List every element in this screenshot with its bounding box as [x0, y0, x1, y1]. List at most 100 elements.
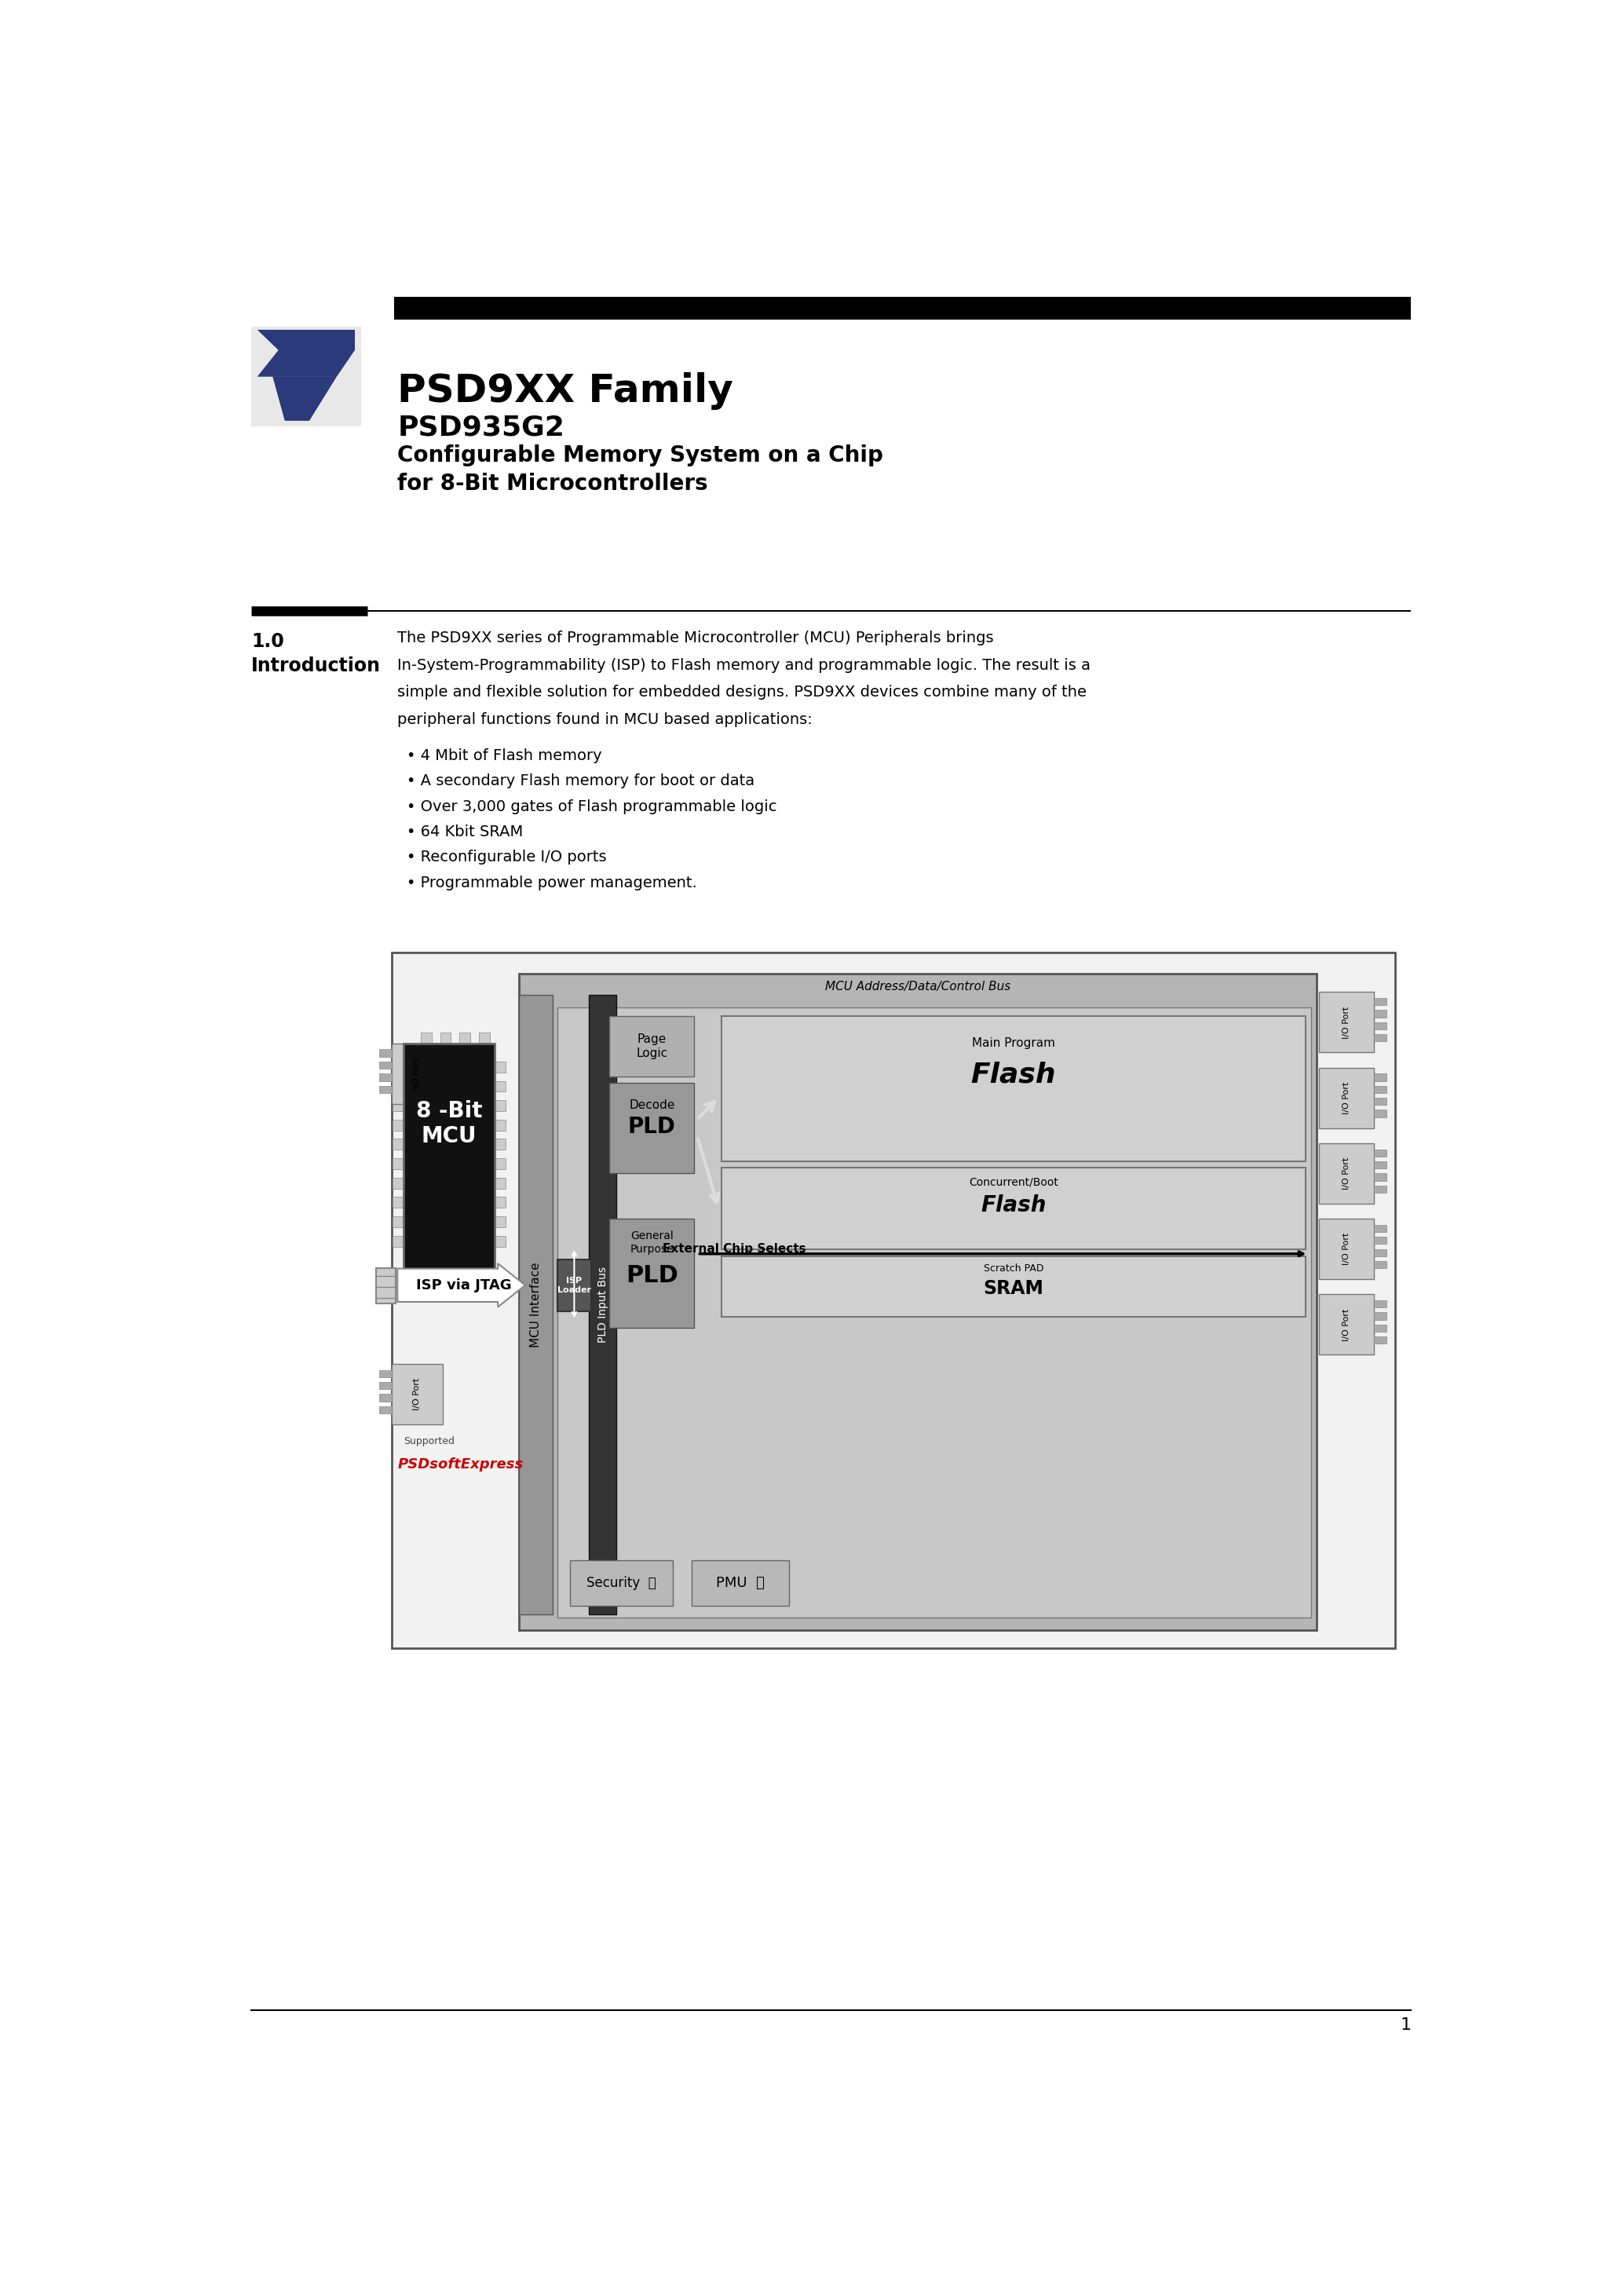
Text: • 4 Mbit of Flash memory: • 4 Mbit of Flash memory [407, 748, 602, 762]
Text: ISP via JTAG: ISP via JTAG [415, 1279, 511, 1293]
Bar [1374, 1300, 1387, 1309]
Bar [393, 1100, 404, 1111]
Text: Page
Logic: Page Logic [636, 1033, 668, 1058]
Bar [1374, 1224, 1387, 1233]
Text: 1: 1 [1400, 2018, 1411, 2034]
Bar [1374, 1261, 1387, 1267]
Bar [569, 1561, 673, 1605]
Bar [380, 1394, 391, 1401]
Bar [1374, 1033, 1387, 1042]
Text: I/O Port: I/O Port [414, 1058, 420, 1091]
Bar [420, 1274, 431, 1283]
Bar [380, 1086, 391, 1093]
Text: PLD: PLD [628, 1116, 676, 1139]
Bar [610, 1084, 694, 1173]
Bar [391, 1364, 443, 1424]
Bar [722, 1166, 1306, 1249]
Bar [1374, 1173, 1387, 1180]
Bar [495, 1157, 506, 1169]
Polygon shape [258, 331, 355, 349]
Bar [1374, 1249, 1387, 1256]
Bar [610, 1219, 694, 1327]
Text: General
Purpose: General Purpose [629, 1231, 673, 1254]
Bar [519, 994, 553, 1614]
Text: Configurable Memory System on a Chip: Configurable Memory System on a Chip [397, 445, 884, 466]
Text: simple and flexible solution for embedded designs. PSD9XX devices combine many o: simple and flexible solution for embedde… [397, 684, 1087, 700]
Text: Introduction: Introduction [251, 657, 381, 675]
Bar [519, 974, 1315, 1630]
Bar [376, 1267, 396, 1304]
Bar [440, 1033, 451, 1042]
Text: PMU  📦: PMU 📦 [715, 1575, 764, 1591]
Bar [380, 1382, 391, 1389]
Text: Concurrent/Boot: Concurrent/Boot [968, 1176, 1058, 1187]
Bar [393, 1061, 404, 1072]
Polygon shape [272, 377, 337, 420]
Text: PSD935G2: PSD935G2 [397, 416, 564, 441]
Text: Supported: Supported [404, 1437, 454, 1446]
Bar [380, 1075, 391, 1081]
Text: I/O Port: I/O Port [1343, 1157, 1351, 1189]
FancyArrow shape [397, 1263, 526, 1306]
Bar [495, 1217, 506, 1226]
Bar [495, 1120, 506, 1130]
Text: I/O Port: I/O Port [414, 1378, 420, 1410]
Bar [1374, 1325, 1387, 1332]
Text: SRAM: SRAM [983, 1279, 1043, 1297]
Text: PLD: PLD [626, 1265, 678, 1286]
Bar [478, 1274, 490, 1283]
Polygon shape [258, 349, 355, 377]
Bar [495, 1139, 506, 1150]
Bar [393, 1120, 404, 1130]
Text: • Reconfigurable I/O ports: • Reconfigurable I/O ports [407, 850, 607, 866]
Bar [404, 1042, 495, 1274]
Bar [459, 1274, 470, 1283]
Text: I/O Port: I/O Port [1343, 1309, 1351, 1341]
Bar [393, 1157, 404, 1169]
Bar [1374, 1162, 1387, 1169]
Text: MCU Address/Data/Control Bus: MCU Address/Data/Control Bus [826, 980, 1011, 992]
Text: I/O Port: I/O Port [1343, 1233, 1351, 1265]
Text: Flash: Flash [972, 1061, 1056, 1088]
Text: • Programmable power management.: • Programmable power management. [407, 875, 697, 891]
Text: I/O Port: I/O Port [1343, 1006, 1351, 1038]
Bar [393, 1196, 404, 1208]
Bar [495, 1081, 506, 1093]
Bar [393, 1235, 404, 1247]
Text: PSD9XX Family: PSD9XX Family [397, 372, 733, 411]
Bar [420, 1033, 431, 1042]
Bar [495, 1061, 506, 1072]
Text: ISP
Loader: ISP Loader [558, 1277, 590, 1295]
Bar [394, 296, 1411, 319]
Bar [558, 1261, 590, 1311]
Bar [440, 1274, 451, 1283]
Text: Flash: Flash [981, 1194, 1046, 1217]
Text: I/O Port: I/O Port [1343, 1081, 1351, 1114]
Bar [1374, 999, 1387, 1006]
Bar [1374, 1086, 1387, 1093]
Bar [1374, 1313, 1387, 1320]
Bar [610, 1017, 694, 1077]
Bar [1374, 1185, 1387, 1192]
Text: peripheral functions found in MCU based applications:: peripheral functions found in MCU based … [397, 712, 813, 728]
Bar [393, 1217, 404, 1226]
Bar [495, 1178, 506, 1189]
Bar [1374, 1022, 1387, 1029]
Text: 8 -Bit
MCU: 8 -Bit MCU [415, 1100, 482, 1148]
Bar [1374, 1336, 1387, 1343]
Bar [1319, 1068, 1374, 1127]
Bar [391, 953, 1395, 1649]
Bar [495, 1235, 506, 1247]
Text: MCU Interface: MCU Interface [530, 1263, 542, 1348]
Bar [495, 1196, 506, 1208]
Text: • 64 Kbit SRAM: • 64 Kbit SRAM [407, 824, 522, 840]
Bar [722, 1256, 1306, 1316]
Bar [391, 1042, 443, 1104]
Bar [1374, 1150, 1387, 1157]
Bar [1374, 1097, 1387, 1104]
Text: for 8-Bit Microcontrollers: for 8-Bit Microcontrollers [397, 473, 709, 494]
Bar [1319, 1143, 1374, 1203]
Bar [1374, 1238, 1387, 1244]
Bar [380, 1049, 391, 1056]
Text: PLD Input Bus: PLD Input Bus [597, 1267, 608, 1343]
